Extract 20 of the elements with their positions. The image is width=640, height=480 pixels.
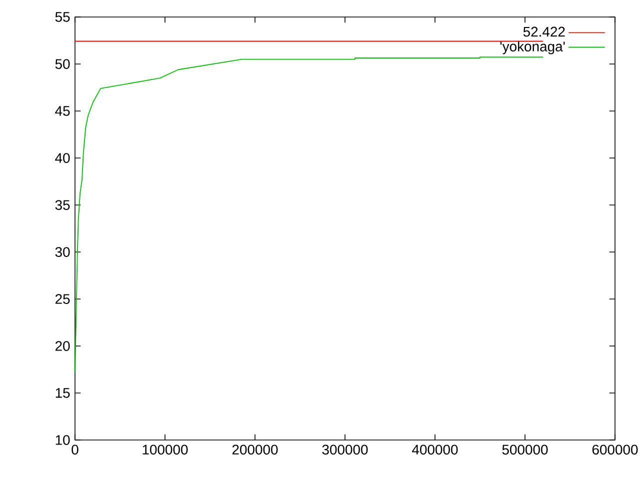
- y-tick-label: 55: [55, 12, 70, 22]
- x-tick-label: 0: [72, 444, 78, 455]
- y-tick-label: 10: [56, 435, 70, 445]
- y-tick-label: 40: [55, 153, 70, 163]
- y-tick-label: 25: [56, 294, 70, 304]
- legend-label: 52.422: [523, 26, 565, 37]
- y-tick-label: 35: [55, 200, 70, 210]
- x-tick-label: 100000: [142, 444, 188, 455]
- legend-label: 'yokonaga': [500, 41, 565, 54]
- line-series: [75, 56, 544, 374]
- y-tick-label: 20: [56, 341, 70, 351]
- x-tick-label: 300000: [322, 444, 368, 455]
- y-tick-label: 30: [55, 247, 70, 257]
- y-tick-label: 45: [55, 106, 70, 116]
- y-tick-label: 15: [56, 388, 70, 398]
- x-tick-label: 200000: [232, 444, 278, 455]
- x-tick-label: 500000: [502, 444, 548, 455]
- x-tick-label: 600000: [592, 444, 638, 455]
- y-tick-label: 50: [55, 59, 70, 69]
- x-tick-label: 400000: [412, 444, 458, 455]
